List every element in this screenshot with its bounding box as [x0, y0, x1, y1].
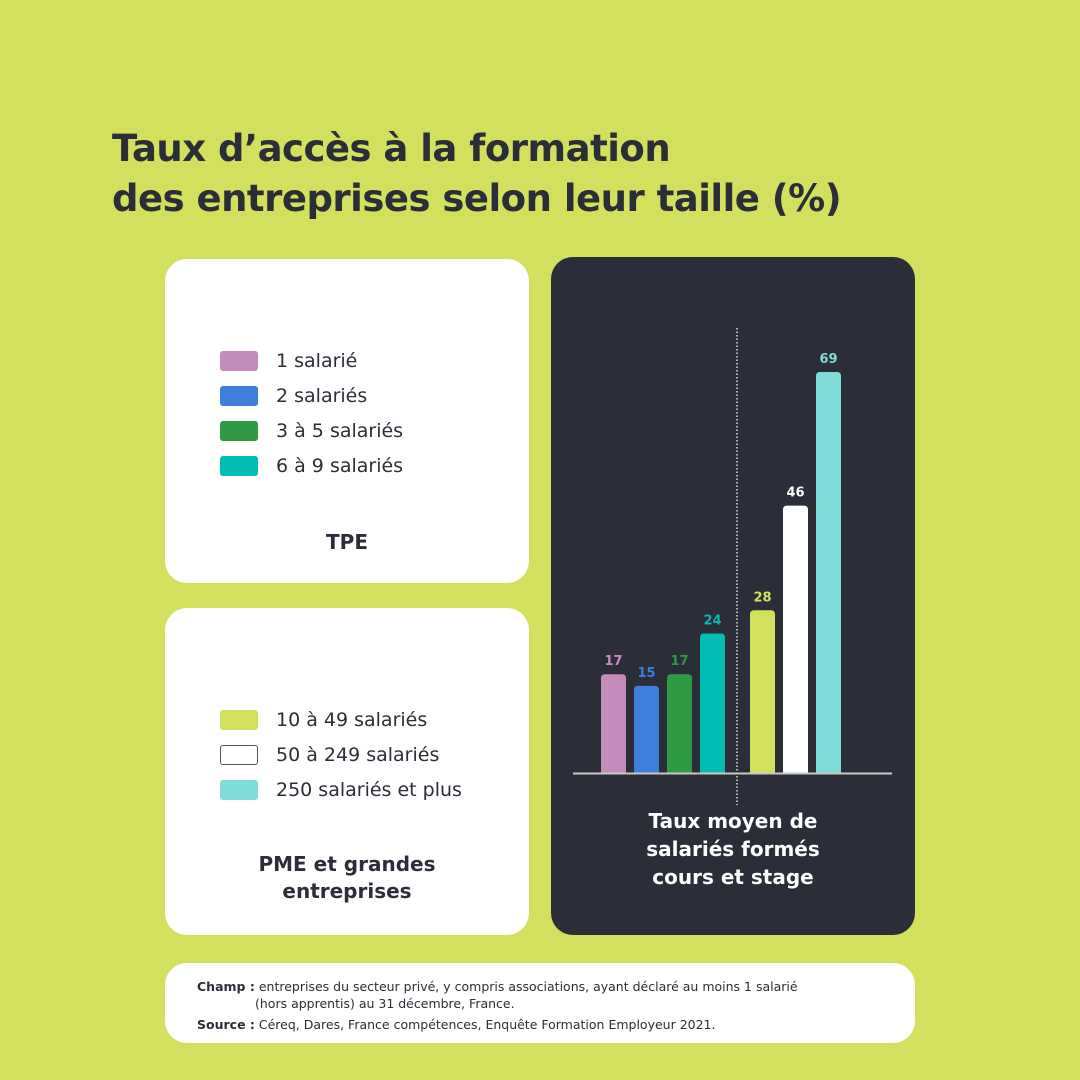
- chart-caption: Taux moyen de salariés formés cours et s…: [551, 807, 915, 891]
- legend-item: 10 à 49 salariés: [220, 702, 462, 737]
- legend-item: 3 à 5 salariés: [220, 413, 403, 448]
- legend-swatch: [220, 455, 258, 476]
- group-label-line: entreprises: [282, 879, 412, 903]
- pme-legend: 10 à 49 salariés 50 à 249 salariés 250 sal…: [220, 702, 462, 807]
- legend-swatch: [220, 779, 258, 800]
- bar: [601, 674, 626, 773]
- legend-swatch: [220, 744, 258, 765]
- bar: [634, 685, 659, 773]
- legend-swatch: [220, 420, 258, 441]
- legend-item: 2 salariés: [220, 378, 403, 413]
- bar: [816, 372, 841, 773]
- legend-label: 1 salarié: [276, 349, 358, 372]
- data-label: 69: [819, 352, 837, 367]
- legend-label: 3 à 5 salariés: [276, 419, 404, 442]
- legend-label: 10 à 49 salariés: [276, 708, 428, 731]
- bar: [750, 610, 775, 773]
- data-label: 17: [604, 654, 622, 669]
- tpe-group-label: TPE: [326, 530, 368, 554]
- source-text: Céreq, Dares, France compétences, Enquêt…: [258, 1017, 716, 1032]
- legend-swatch: [220, 385, 258, 406]
- legend-item: 1 salarié: [220, 343, 403, 378]
- legend-label: 250 salariés et plus: [276, 778, 462, 801]
- champ-text: (hors apprentis) au 31 décembre, France.: [255, 996, 515, 1011]
- source-note: Source : Céreq, Dares, France compétence…: [197, 1016, 715, 1033]
- data-label: 28: [753, 590, 771, 605]
- data-label: 46: [786, 486, 804, 501]
- legend-label: 6 à 9 salariés: [276, 454, 404, 477]
- chart-panel: Taux moyen de salariés formés cours et s…: [551, 257, 915, 935]
- pme-group-label: PME et grandes entreprises: [165, 851, 529, 905]
- legend-item: 50 à 249 salariés: [220, 737, 462, 772]
- champ-note: Champ : entreprises du secteur privé, y …: [197, 978, 798, 1012]
- tpe-legend-card: 1 salarié 2 salariés 3 à 5 salariés 6 à 9 s…: [165, 259, 529, 583]
- data-label: 15: [637, 666, 655, 681]
- title-line: Taux d’accès à la formation: [112, 127, 671, 170]
- legend-swatch: [220, 350, 258, 371]
- legend-swatch: [220, 709, 258, 730]
- champ-text: entreprises du secteur privé, y compris …: [258, 979, 798, 994]
- legend-label: 2 salariés: [276, 384, 368, 407]
- legend-label: 50 à 249 salariés: [276, 743, 440, 766]
- chart-title: Taux d’accès à la formation des entrepris…: [112, 124, 842, 224]
- caption-line: cours et stage: [652, 865, 814, 889]
- champ-label: Champ :: [197, 979, 255, 994]
- data-label: 17: [670, 654, 688, 669]
- group-label-line: PME et grandes: [258, 852, 436, 876]
- bar: [667, 674, 692, 773]
- tpe-legend: 1 salarié 2 salariés 3 à 5 salariés 6 à 9 s…: [220, 343, 403, 483]
- caption-line: Taux moyen de: [648, 809, 818, 833]
- bar: [700, 633, 725, 773]
- pme-legend-card: 10 à 49 salariés 50 à 249 salariés 250 sal…: [165, 608, 529, 935]
- legend-item: 250 salariés et plus: [220, 772, 462, 807]
- source-label: Source :: [197, 1017, 255, 1032]
- data-label: 24: [703, 614, 721, 629]
- notes-box: Champ : entreprises du secteur privé, y …: [165, 963, 915, 1043]
- bar: [783, 505, 808, 773]
- legend-item: 6 à 9 salariés: [220, 448, 403, 483]
- title-line: des entreprises selon leur taille (%): [112, 177, 842, 220]
- caption-line: salariés formés: [646, 837, 820, 861]
